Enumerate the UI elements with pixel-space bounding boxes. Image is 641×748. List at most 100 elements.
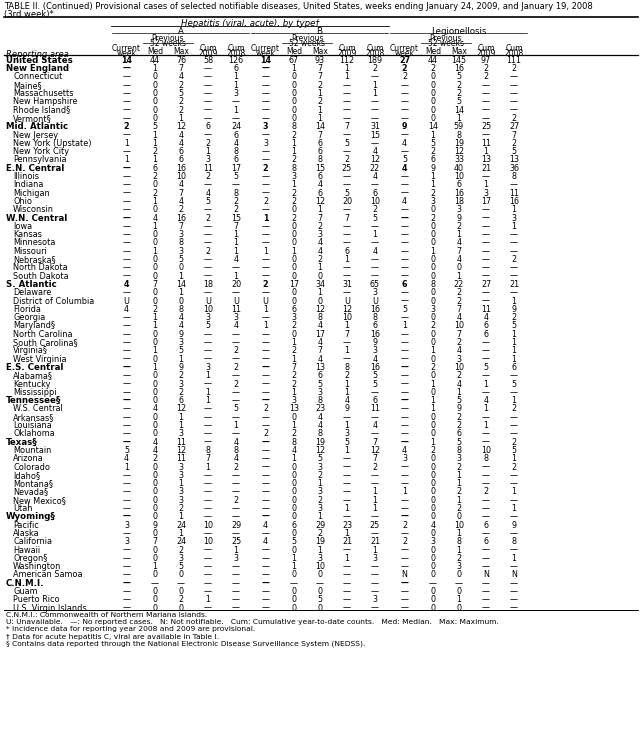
Text: —: —	[482, 263, 490, 272]
Text: —: —	[510, 263, 518, 272]
Text: Idaho§: Idaho§	[13, 470, 40, 479]
Text: —: —	[122, 213, 130, 222]
Text: 4: 4	[263, 537, 268, 546]
Text: —: —	[122, 504, 131, 513]
Text: 2: 2	[317, 470, 322, 479]
Text: 5: 5	[431, 139, 436, 148]
Text: —: —	[343, 479, 351, 488]
Text: 1: 1	[456, 545, 462, 554]
Text: 1: 1	[178, 413, 183, 422]
Text: —: —	[122, 421, 131, 430]
Text: 1: 1	[317, 205, 322, 214]
Text: 0: 0	[431, 255, 435, 264]
Text: —: —	[122, 105, 131, 114]
Text: —: —	[122, 64, 130, 73]
Text: 65: 65	[370, 280, 380, 289]
Text: 0: 0	[153, 97, 158, 106]
Text: 1: 1	[431, 379, 435, 388]
Text: 3: 3	[372, 288, 378, 297]
Text: week: week	[256, 49, 276, 58]
Text: 1: 1	[292, 387, 297, 396]
Text: 7: 7	[344, 122, 349, 131]
Text: 8: 8	[372, 313, 378, 322]
Text: Med: Med	[425, 46, 441, 55]
Text: 21: 21	[370, 537, 380, 546]
Text: —: —	[122, 562, 131, 571]
Text: 0: 0	[153, 429, 158, 438]
Text: 1: 1	[344, 529, 349, 538]
Text: —: —	[482, 579, 490, 588]
Text: 8: 8	[317, 429, 322, 438]
Text: —: —	[401, 387, 408, 396]
Text: 0: 0	[431, 587, 435, 596]
Text: 22: 22	[370, 164, 380, 173]
Text: 2: 2	[153, 304, 158, 314]
Text: 0: 0	[431, 230, 435, 239]
Text: 6: 6	[153, 164, 158, 173]
Text: 16: 16	[370, 304, 380, 314]
Text: 5: 5	[153, 122, 158, 131]
Text: 14: 14	[121, 56, 132, 65]
Text: 5: 5	[456, 438, 462, 447]
Text: Max: Max	[173, 46, 189, 55]
Text: 11: 11	[203, 164, 213, 173]
Text: 0: 0	[292, 413, 297, 422]
Text: 1: 1	[178, 479, 183, 488]
Text: —: —	[122, 89, 131, 98]
Text: —: —	[371, 571, 379, 580]
Text: 2: 2	[483, 488, 488, 497]
Text: 2: 2	[178, 97, 183, 106]
Text: —: —	[262, 421, 269, 430]
Text: 12: 12	[315, 304, 325, 314]
Text: —: —	[122, 545, 131, 554]
Text: 11: 11	[481, 304, 491, 314]
Text: 0: 0	[153, 554, 158, 562]
Text: —: —	[510, 387, 518, 396]
Text: 1: 1	[292, 454, 297, 463]
Text: 8: 8	[233, 188, 238, 197]
Text: 0: 0	[153, 504, 158, 513]
Text: Wyoming§: Wyoming§	[6, 512, 56, 521]
Text: —: —	[482, 89, 490, 98]
Text: —: —	[343, 488, 351, 497]
Text: —: —	[401, 438, 408, 447]
Text: 0: 0	[153, 413, 158, 422]
Text: 0: 0	[178, 587, 183, 596]
Text: 15: 15	[315, 164, 325, 173]
Text: —: —	[510, 371, 518, 380]
Text: 1: 1	[292, 338, 297, 347]
Text: Florida: Florida	[13, 304, 41, 314]
Text: 2: 2	[317, 97, 322, 106]
Text: —: —	[122, 147, 131, 156]
Text: 6: 6	[292, 521, 297, 530]
Text: 0: 0	[153, 205, 158, 214]
Text: —: —	[262, 338, 269, 347]
Text: U: U	[124, 296, 129, 305]
Text: —: —	[122, 346, 131, 355]
Text: 1: 1	[372, 545, 378, 554]
Text: 2: 2	[292, 346, 297, 355]
Text: 0: 0	[292, 529, 297, 538]
Text: 6: 6	[233, 130, 238, 139]
Text: New England: New England	[6, 64, 69, 73]
Text: 1: 1	[153, 363, 158, 372]
Text: 3: 3	[178, 230, 183, 239]
Text: —: —	[262, 330, 269, 339]
Text: 4: 4	[317, 421, 322, 430]
Text: —: —	[401, 263, 408, 272]
Text: 5: 5	[178, 562, 183, 571]
Text: 2: 2	[456, 462, 462, 471]
Text: 1: 1	[456, 470, 462, 479]
Text: —: —	[262, 438, 269, 447]
Text: 1: 1	[344, 73, 349, 82]
Text: 5: 5	[512, 379, 517, 388]
Text: —: —	[204, 571, 212, 580]
Text: —: —	[401, 429, 408, 438]
Text: 0: 0	[292, 73, 297, 82]
Text: 17: 17	[481, 197, 491, 206]
Text: 2: 2	[263, 280, 269, 289]
Text: 1: 1	[292, 147, 297, 156]
Text: 3: 3	[317, 554, 322, 562]
Text: —: —	[371, 587, 379, 596]
Text: 0: 0	[431, 296, 435, 305]
